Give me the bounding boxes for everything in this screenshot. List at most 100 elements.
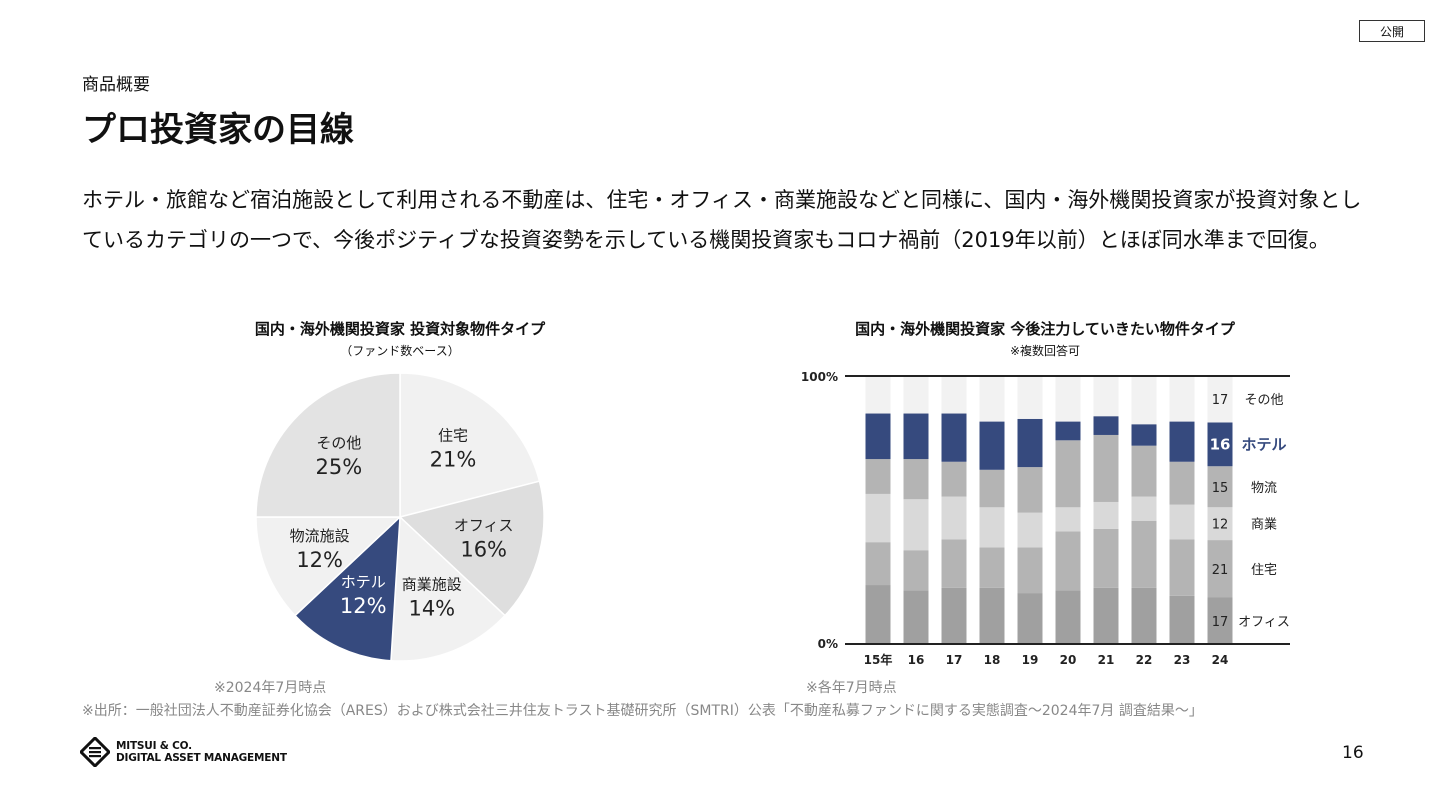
pie-label-1: オフィス — [454, 516, 514, 534]
logo-line-1: MITSUI & CO. — [116, 740, 192, 752]
x-tick-label: 17 — [946, 653, 963, 667]
bar-segment-0-5 — [865, 376, 891, 414]
bar-segment-0-1 — [865, 542, 891, 586]
bar-segment-6-2 — [1093, 501, 1119, 529]
legend-label-0: オフィス — [1238, 615, 1290, 630]
bar-segment-1-3 — [903, 459, 929, 500]
bar-value-label-0: 17 — [1212, 615, 1229, 630]
bar-segment-9-3 — [1207, 466, 1233, 508]
pie-value-5: 25% — [316, 455, 363, 479]
body-text: ホテル・旅館など宿泊施設として利用される不動産は、住宅・オフィス・商業施設などと… — [82, 188, 1362, 252]
bar-segment-6-5 — [1093, 376, 1119, 417]
bar-value-label-2: 12 — [1212, 518, 1229, 533]
legend-label-3: 物流 — [1251, 481, 1277, 496]
bar-segment-7-4 — [1131, 424, 1157, 446]
bar-segment-0-4 — [865, 413, 891, 460]
pie-label-2: 商業施設 — [402, 575, 462, 593]
bar-segment-7-2 — [1131, 496, 1157, 521]
bar-segment-1-2 — [903, 499, 929, 551]
bar-segment-1-0 — [903, 590, 929, 644]
x-tick-label: 20 — [1060, 653, 1077, 667]
bar-segment-3-5 — [979, 376, 1005, 422]
page-number: 16 — [1342, 743, 1364, 763]
bar-segment-8-2 — [1169, 504, 1195, 540]
bar-segment-2-0 — [941, 587, 967, 644]
bar-segment-6-4 — [1093, 416, 1119, 435]
pie-slice-2 — [390, 515, 507, 662]
bar-segment-5-1 — [1055, 531, 1081, 591]
bar-segment-5-0 — [1055, 590, 1081, 644]
pie-chart-title: 国内・海外機関投資家 投資対象物件タイプ — [254, 320, 546, 338]
legend-label-2: 商業 — [1251, 517, 1277, 533]
legend-label-4: ホテル — [1241, 435, 1286, 453]
x-tick-label: 16 — [908, 653, 925, 667]
bar-segment-3-1 — [979, 547, 1005, 588]
pie-slice-0 — [399, 372, 541, 518]
bar-chart-note: ※各年7月時点 — [806, 680, 897, 696]
bar-segment-3-0 — [979, 587, 1005, 644]
pie-label-4: 物流施設 — [290, 527, 350, 545]
bar-segment-3-4 — [979, 421, 1005, 470]
bar-value-label-4: 16 — [1210, 435, 1231, 453]
x-tick-label: 22 — [1136, 653, 1153, 667]
bar-segment-9-1 — [1207, 540, 1233, 598]
bar-segment-6-3 — [1093, 434, 1119, 502]
logo-line-2: DIGITAL ASSET MANAGEMENT — [116, 752, 287, 764]
pie-value-2: 14% — [408, 596, 455, 620]
bar-chart-title: 国内・海外機関投資家 今後注力していきたい物件タイプ — [855, 320, 1235, 338]
bar-segment-4-0 — [1017, 593, 1043, 644]
source-note: ※出所：一般社団法人不動産証券化協会（ARES）および株式会社三井住友トラスト基… — [82, 703, 1203, 719]
x-tick-label: 19 — [1022, 653, 1039, 667]
pie-value-1: 16% — [460, 537, 507, 561]
bar-segment-4-3 — [1017, 467, 1043, 513]
bar-segment-8-0 — [1169, 595, 1195, 644]
bar-segment-5-2 — [1055, 507, 1081, 532]
bar-segment-2-2 — [941, 496, 967, 540]
bar-segment-5-3 — [1055, 440, 1081, 508]
pie-slice-4 — [255, 516, 402, 617]
bar-chart-subtitle: ※複数回答可 — [1009, 344, 1081, 358]
bar-segment-2-1 — [941, 539, 967, 588]
legend-label-5: その他 — [1244, 393, 1283, 408]
pie-chart-note: ※2024年7月時点 — [214, 680, 327, 696]
pie-chart-subtitle: （ファンド数ベース） — [340, 344, 460, 358]
bar-segment-9-5 — [1207, 376, 1233, 423]
stacked-bar-chart: 15年 16 17 18 19 20 21 22 23 17 オフィス 21 住宅 12 商業 15 物流 16 ホ… — [801, 370, 1290, 667]
bar-segment-8-4 — [1169, 421, 1195, 462]
bar-segment-1-1 — [903, 550, 929, 591]
mitsui-logo-icon — [80, 737, 110, 767]
bar-value-label-3: 15 — [1212, 481, 1229, 496]
x-tick-label: 24 — [1212, 653, 1229, 667]
bar-segment-8-1 — [1169, 539, 1195, 596]
bar-segment-5-4 — [1055, 421, 1081, 441]
pie-value-0: 21% — [430, 448, 477, 472]
pie-slice-5 — [255, 372, 401, 518]
bar-segment-7-1 — [1131, 520, 1157, 588]
bar-segment-9-0 — [1207, 597, 1233, 644]
bar-segment-2-4 — [941, 413, 967, 462]
page-title: プロ投資家の目線 — [82, 110, 354, 150]
pie-slice-3 — [293, 515, 401, 662]
legend-label-1: 住宅 — [1251, 563, 1277, 578]
x-tick-label: 18 — [984, 653, 1001, 667]
pie-label-0: 住宅 — [438, 427, 468, 445]
bar-segment-6-0 — [1093, 587, 1119, 644]
bar-segment-9-2 — [1207, 507, 1233, 541]
bar-segment-3-2 — [979, 507, 1005, 548]
pie-label-5: その他 — [316, 434, 361, 452]
section-label: 商品概要 — [82, 75, 150, 95]
bar-segment-8-5 — [1169, 376, 1195, 422]
x-tick-label: 23 — [1174, 653, 1191, 667]
pie-label-3: ホテル — [341, 573, 386, 591]
y-tick-label-100: 100% — [801, 370, 838, 384]
public-badge: 公開 — [1359, 20, 1425, 42]
bar-segment-4-2 — [1017, 512, 1043, 548]
y-tick-label-0: 0% — [818, 637, 838, 651]
bar-value-label-5: 17 — [1212, 393, 1229, 408]
bar-segment-7-0 — [1131, 587, 1157, 644]
bar-value-label-1: 21 — [1212, 563, 1229, 578]
bar-segment-1-5 — [903, 376, 929, 414]
x-tick-label: 21 — [1098, 653, 1115, 667]
